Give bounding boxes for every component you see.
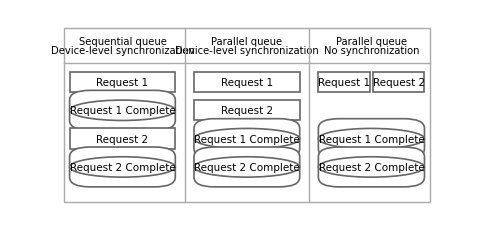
Text: Request 2: Request 2 — [96, 134, 148, 144]
FancyBboxPatch shape — [194, 101, 300, 121]
Text: Request 2 Complete: Request 2 Complete — [194, 162, 300, 172]
FancyBboxPatch shape — [319, 147, 425, 187]
Text: Request 1 Complete: Request 1 Complete — [319, 134, 424, 144]
FancyBboxPatch shape — [69, 129, 175, 149]
Text: Request 1 Complete: Request 1 Complete — [69, 106, 175, 116]
Text: Request 2 Complete: Request 2 Complete — [319, 162, 424, 172]
Ellipse shape — [319, 129, 425, 149]
Text: Request 1: Request 1 — [221, 78, 273, 87]
FancyBboxPatch shape — [69, 72, 175, 93]
Text: Request 1: Request 1 — [318, 78, 370, 87]
FancyBboxPatch shape — [69, 91, 175, 131]
Ellipse shape — [69, 157, 175, 177]
Text: Request 2: Request 2 — [221, 106, 273, 116]
Text: No synchronization: No synchronization — [324, 46, 419, 56]
Text: Request 2: Request 2 — [373, 78, 425, 87]
Ellipse shape — [194, 157, 300, 177]
Text: Request 1 Complete: Request 1 Complete — [194, 134, 300, 144]
Text: Device-level synchronization: Device-level synchronization — [51, 46, 194, 56]
Text: Request 1: Request 1 — [96, 78, 148, 87]
Ellipse shape — [194, 129, 300, 149]
FancyBboxPatch shape — [319, 72, 370, 93]
FancyBboxPatch shape — [194, 72, 300, 93]
FancyBboxPatch shape — [69, 147, 175, 187]
Text: Request 2 Complete: Request 2 Complete — [69, 162, 175, 172]
Ellipse shape — [69, 101, 175, 121]
Text: Parallel queue: Parallel queue — [336, 37, 407, 47]
Text: Parallel queue: Parallel queue — [211, 37, 282, 47]
FancyBboxPatch shape — [319, 119, 425, 159]
FancyBboxPatch shape — [194, 119, 300, 159]
Text: Sequential queue: Sequential queue — [79, 37, 166, 47]
Text: Device-level synchronization: Device-level synchronization — [175, 46, 319, 56]
Ellipse shape — [319, 157, 425, 177]
FancyBboxPatch shape — [373, 72, 425, 93]
FancyBboxPatch shape — [194, 147, 300, 187]
